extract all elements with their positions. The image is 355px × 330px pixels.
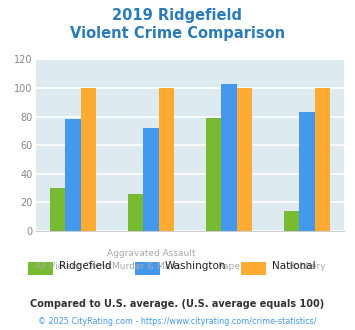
Bar — [127, 194, 143, 231]
Text: All Violent Crime: All Violent Crime — [35, 262, 111, 271]
Bar — [143, 128, 159, 231]
Bar — [221, 84, 237, 231]
Text: Rape: Rape — [218, 262, 240, 271]
Text: Compared to U.S. average. (U.S. average equals 100): Compared to U.S. average. (U.S. average … — [31, 299, 324, 309]
Bar — [284, 211, 299, 231]
Text: Robbery: Robbery — [288, 262, 326, 271]
Text: Murder & Mans...: Murder & Mans... — [112, 262, 190, 271]
Bar — [237, 88, 252, 231]
Text: National: National — [272, 261, 315, 271]
Bar — [206, 118, 221, 231]
Bar — [81, 88, 96, 231]
Text: Violent Crime Comparison: Violent Crime Comparison — [70, 26, 285, 41]
Bar — [299, 112, 315, 231]
Text: Aggravated Assault: Aggravated Assault — [107, 249, 195, 258]
Text: Washington: Washington — [165, 261, 226, 271]
Text: Ridgefield: Ridgefield — [59, 261, 111, 271]
Bar — [159, 88, 174, 231]
Bar — [315, 88, 330, 231]
Bar — [50, 188, 65, 231]
Bar — [65, 119, 81, 231]
Text: © 2025 CityRating.com - https://www.cityrating.com/crime-statistics/: © 2025 CityRating.com - https://www.city… — [38, 317, 317, 326]
Text: 2019 Ridgefield: 2019 Ridgefield — [113, 8, 242, 23]
